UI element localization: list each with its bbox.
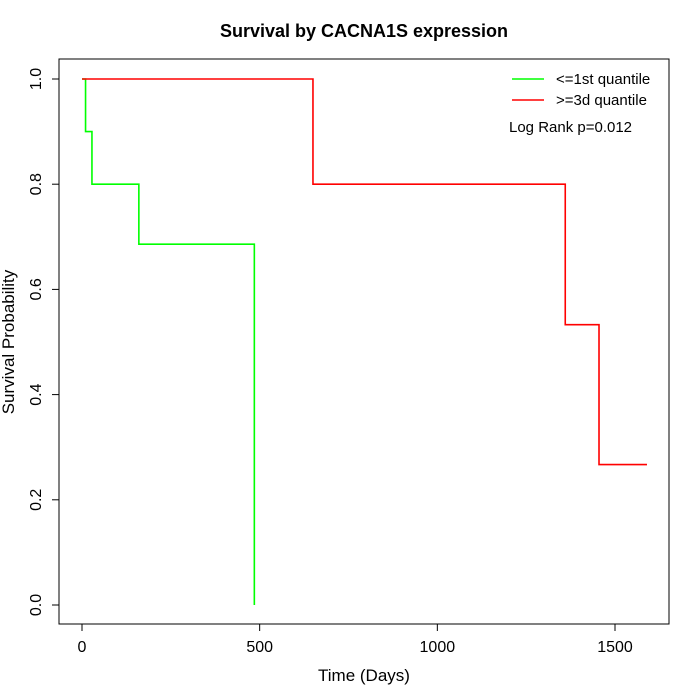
legend: <=1st quantile >=3d quantile: [512, 71, 650, 109]
y-tick-label: 0.8: [28, 173, 45, 195]
x-tick-label: 1000: [420, 639, 456, 656]
y-tick-label: 0.4: [28, 383, 45, 405]
x-tick-label: 500: [246, 639, 273, 656]
y-axis: 0.0 0.2 0.4 0.6 0.8 1.0: [28, 68, 60, 616]
chart-title: Survival by CACNA1S expression: [220, 21, 508, 41]
legend-label-low: <=1st quantile: [556, 71, 650, 88]
y-axis-label: Survival Probability: [0, 269, 18, 414]
series-line-low-quantile: [82, 78, 256, 605]
y-tick-label: 1.0: [28, 68, 45, 90]
x-tick-label: 0: [78, 639, 87, 656]
series-line-high-quantile: [82, 78, 647, 466]
x-axis-label: Time (Days): [318, 666, 410, 685]
x-tick-label: 1500: [597, 639, 633, 656]
y-tick-label: 0.6: [28, 278, 45, 300]
legend-label-high: >=3d quantile: [556, 92, 647, 109]
log-rank-annotation: Log Rank p=0.012: [509, 119, 632, 136]
y-tick-label: 0.2: [28, 489, 45, 511]
y-tick-label: 0.0: [28, 594, 45, 616]
series-layer: [82, 78, 647, 605]
x-axis: 0 500 1000 1500: [78, 623, 633, 656]
plot-frame: [58, 58, 670, 625]
